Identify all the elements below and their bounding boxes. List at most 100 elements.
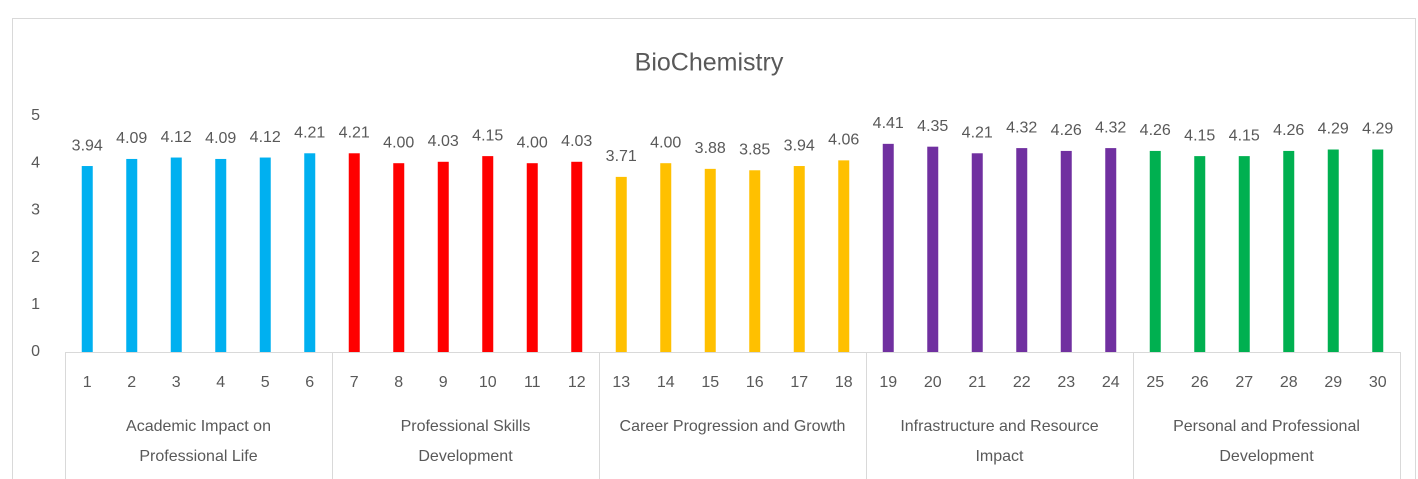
bar [927,146,939,352]
x-tick-label: 4 [216,374,225,391]
x-tick-label: 26 [1191,374,1209,391]
data-label: 4.00 [517,134,548,151]
data-label: 4.26 [1051,122,1082,139]
x-tick-label: 1 [83,374,92,391]
x-tick-label: 27 [1235,374,1253,391]
y-tick-label: 4 [31,154,40,171]
chart-title: BioChemistry [635,49,784,77]
bar [126,158,138,352]
data-label: 3.88 [695,140,726,157]
data-label: 3.94 [72,137,103,154]
data-label: 4.32 [1006,119,1037,136]
data-label: 4.41 [873,115,904,132]
bar [660,163,672,352]
x-tick-label: 30 [1369,374,1387,391]
bar [1327,149,1339,352]
data-label: 4.21 [339,125,370,142]
group-label: Academic Impact on Professional Life [126,418,271,465]
bar [482,156,494,352]
data-label: 4.29 [1318,121,1349,138]
bar [259,157,271,352]
x-tick-label: 18 [835,374,853,391]
bar [437,161,449,352]
bar [170,157,182,352]
data-label: 4.32 [1095,119,1126,136]
bar [615,176,627,352]
data-label: 4.00 [650,134,681,151]
data-label: 4.03 [428,133,459,150]
data-label: 4.15 [1184,127,1215,144]
group-label: Personal and Professional Development [1173,418,1360,465]
bar [1105,148,1117,352]
data-label: 4.12 [250,129,281,146]
x-tick-label: 15 [701,374,719,391]
bar [304,153,316,352]
chart-frame [12,18,1416,479]
bar [1194,156,1206,352]
x-tick-label: 22 [1013,374,1031,391]
data-label: 4.26 [1273,122,1304,139]
x-tick-label: 20 [924,374,942,391]
y-tick-label: 5 [31,107,40,124]
bar [971,153,983,352]
x-tick-label: 13 [612,374,630,391]
data-label: 3.71 [606,148,637,165]
bar [571,161,583,352]
x-tick-label: 7 [350,374,359,391]
x-tick-label: 17 [790,374,808,391]
x-tick-label: 12 [568,374,586,391]
bar [526,163,538,352]
y-tick-label: 0 [31,343,40,360]
x-tick-label: 10 [479,374,497,391]
bar [793,166,805,352]
x-tick-label: 16 [746,374,764,391]
x-tick-label: 3 [172,374,181,391]
bar [1238,156,1250,352]
group-label: Career Progression and Growth [619,418,846,435]
x-tick-label: 14 [657,374,675,391]
x-tick-label: 28 [1280,374,1298,391]
data-label: 4.21 [962,125,993,142]
x-tick-label: 5 [261,374,270,391]
x-tick-label: 11 [524,374,541,391]
y-tick-label: 2 [31,249,40,266]
data-label: 4.03 [561,133,592,150]
bar [348,153,360,352]
bar [838,160,850,352]
x-tick-label: 19 [879,374,897,391]
bar [215,158,227,352]
x-tick-label: 8 [394,374,403,391]
group-label: Professional Skills Development [400,418,531,465]
x-tick-label: 9 [439,374,448,391]
x-tick-label: 25 [1146,374,1164,391]
data-label: 3.94 [784,137,815,154]
x-tick-label: 29 [1324,374,1342,391]
data-label: 4.15 [472,127,503,144]
data-label: 4.29 [1362,121,1393,138]
bar [1016,148,1028,352]
data-label: 4.26 [1140,122,1171,139]
data-label: 4.06 [828,132,859,149]
x-tick-label: 23 [1057,374,1075,391]
data-label: 4.09 [205,130,236,147]
bar [81,166,93,352]
x-tick-label: 21 [968,374,986,391]
bar [749,170,761,352]
bar [882,143,894,352]
data-label: 4.15 [1229,127,1260,144]
bar [704,168,716,352]
data-label: 4.21 [294,125,325,142]
bar [1372,149,1384,352]
data-label: 4.12 [161,129,192,146]
y-tick-label: 1 [31,296,40,313]
data-label: 3.85 [739,141,770,158]
y-tick-label: 3 [31,202,40,219]
x-tick-label: 2 [127,374,136,391]
bar [1149,150,1161,352]
bar [393,163,405,352]
bar [1060,150,1072,352]
x-tick-label: 6 [305,374,314,391]
x-tick-label: 24 [1102,374,1120,391]
